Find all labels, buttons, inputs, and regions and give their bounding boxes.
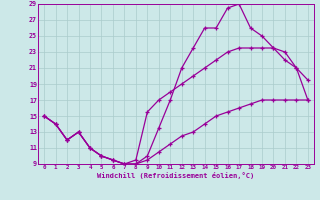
X-axis label: Windchill (Refroidissement éolien,°C): Windchill (Refroidissement éolien,°C) bbox=[97, 172, 255, 179]
